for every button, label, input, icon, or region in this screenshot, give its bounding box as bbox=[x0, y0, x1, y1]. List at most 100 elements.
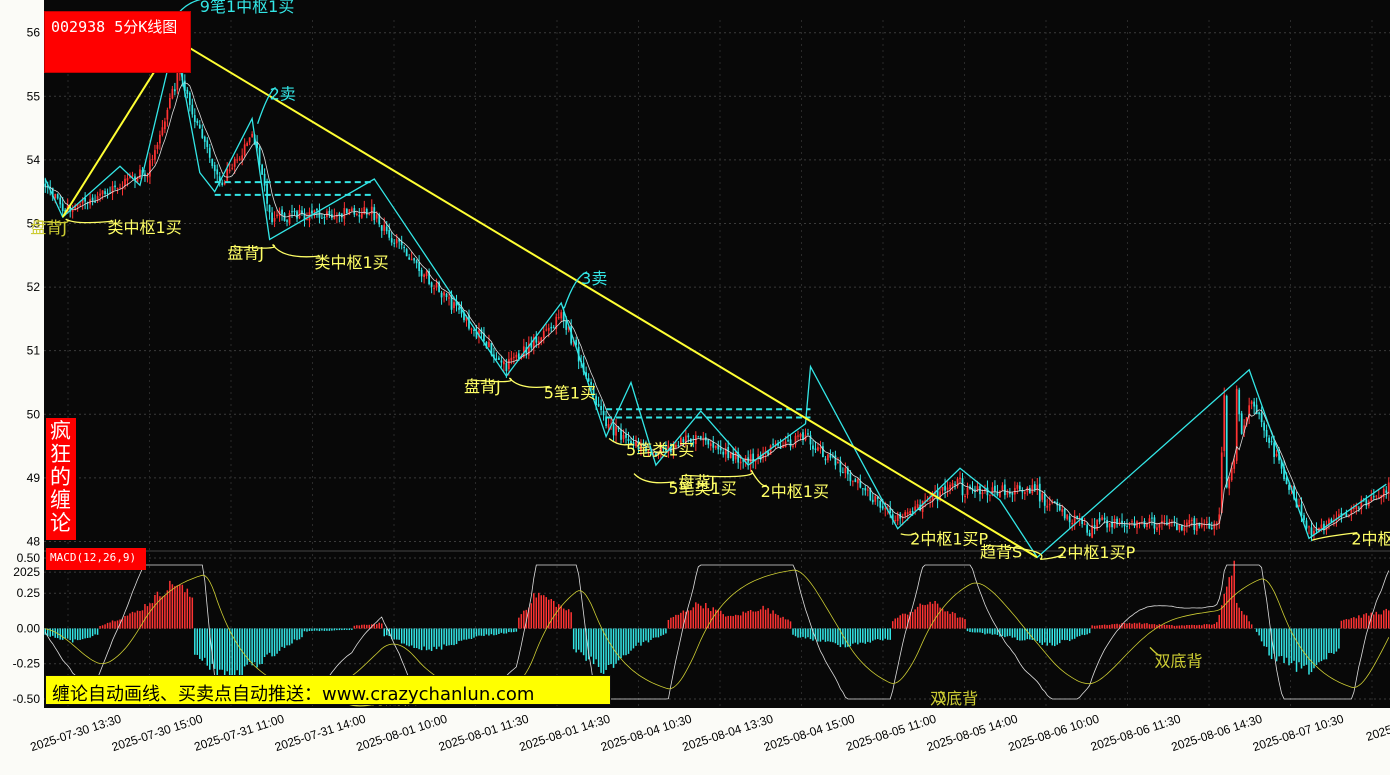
candle-body bbox=[106, 192, 109, 194]
candle-body bbox=[478, 330, 480, 338]
candle-body bbox=[966, 487, 969, 495]
candle-body bbox=[59, 197, 62, 205]
candle-body bbox=[1352, 507, 1355, 510]
candle-body bbox=[420, 269, 423, 277]
candle-body bbox=[1240, 413, 1243, 434]
candle-body bbox=[784, 441, 787, 448]
candle-body bbox=[662, 446, 665, 450]
candle-body bbox=[647, 450, 650, 452]
candle-body bbox=[1011, 492, 1014, 495]
candle-body bbox=[438, 282, 440, 292]
candle-body bbox=[71, 209, 74, 212]
candle-body bbox=[550, 326, 553, 329]
candle-body bbox=[904, 512, 907, 516]
candle-body bbox=[1138, 522, 1141, 524]
candle-body bbox=[562, 311, 565, 322]
candle-body bbox=[271, 212, 273, 223]
candle-body bbox=[959, 477, 961, 480]
candle-body bbox=[520, 357, 523, 359]
candle-body bbox=[1260, 413, 1263, 423]
candle-body bbox=[817, 447, 819, 451]
candle-body bbox=[699, 436, 702, 439]
candle-body bbox=[1350, 507, 1353, 515]
candle-body bbox=[445, 293, 448, 298]
candle-body bbox=[1136, 521, 1138, 528]
candle-body bbox=[1048, 503, 1051, 506]
annotation-arrow bbox=[1040, 554, 1064, 561]
candle-body bbox=[707, 439, 710, 445]
candle-body bbox=[866, 489, 869, 491]
candle-body bbox=[1233, 460, 1236, 469]
candle-body bbox=[1365, 499, 1368, 506]
candle-body bbox=[931, 495, 934, 501]
candle-body bbox=[493, 354, 495, 359]
promo-banner[interactable]: 缠论自动画线、买卖点自动推送：www.crazychanlun.com bbox=[45, 675, 611, 705]
annotation-label: 5笔类1买 bbox=[626, 441, 694, 460]
candle-body bbox=[1250, 401, 1253, 405]
candle-body bbox=[757, 454, 760, 459]
candle-body bbox=[473, 330, 475, 332]
candle-body bbox=[657, 453, 660, 456]
candle-body bbox=[126, 178, 129, 181]
candle-body bbox=[1051, 502, 1054, 504]
candle-body bbox=[540, 337, 543, 343]
candle-body bbox=[56, 194, 59, 199]
candle-body bbox=[1038, 483, 1041, 502]
candle-body bbox=[114, 185, 116, 188]
candle-body bbox=[383, 224, 386, 231]
candle-body bbox=[1023, 492, 1026, 494]
candle-body bbox=[727, 447, 730, 459]
candle-body bbox=[597, 403, 600, 407]
candle-body bbox=[605, 416, 607, 426]
candle-body bbox=[373, 207, 376, 221]
candle-body bbox=[505, 362, 508, 371]
candle-body bbox=[697, 436, 700, 438]
candle-body bbox=[889, 507, 892, 514]
candle-body bbox=[1370, 496, 1373, 502]
candle-body bbox=[911, 510, 914, 513]
candle-body bbox=[1101, 517, 1103, 520]
gridlines bbox=[44, 20, 1390, 706]
candle-body bbox=[906, 512, 909, 514]
candle-body bbox=[1275, 453, 1278, 457]
candle-body bbox=[842, 472, 844, 474]
candle-body bbox=[463, 312, 465, 321]
candle-body bbox=[794, 435, 797, 445]
candle-body bbox=[1126, 526, 1128, 528]
candle-body bbox=[1185, 522, 1188, 526]
candle-body bbox=[542, 330, 545, 339]
candle-body bbox=[844, 468, 847, 474]
annotation-arrow bbox=[633, 473, 675, 484]
candle-body bbox=[969, 486, 971, 490]
candle-body bbox=[1033, 484, 1036, 490]
candle-body bbox=[944, 485, 946, 491]
candle-body bbox=[256, 142, 258, 149]
candle-body bbox=[582, 362, 585, 373]
candle-body bbox=[684, 435, 687, 444]
candle-body bbox=[630, 440, 632, 444]
chart-title: 002938 5分K线图 bbox=[51, 18, 178, 36]
candle-body bbox=[819, 447, 822, 449]
candle-body bbox=[171, 88, 174, 99]
annotation-arrow bbox=[750, 469, 768, 487]
annotation-label: 类中枢1买 bbox=[314, 253, 388, 272]
candle-body bbox=[936, 490, 939, 501]
candle-body bbox=[535, 336, 538, 343]
candle-body bbox=[1190, 519, 1193, 521]
candle-body bbox=[854, 479, 857, 482]
annotation-label: 5笔1买 bbox=[544, 383, 596, 402]
candle-body bbox=[592, 385, 595, 395]
candle-body bbox=[926, 500, 929, 502]
candle-body bbox=[248, 137, 251, 143]
annotation-label: 双底背 bbox=[930, 689, 978, 708]
candle-body bbox=[1270, 441, 1273, 443]
candle-body bbox=[1215, 522, 1218, 524]
candle-body bbox=[1193, 518, 1196, 530]
candle-body bbox=[1345, 513, 1348, 517]
candle-body bbox=[1385, 490, 1388, 493]
candle-body bbox=[1372, 496, 1375, 498]
candle-body bbox=[989, 494, 991, 496]
candle-body bbox=[1248, 405, 1251, 418]
candle-body bbox=[782, 445, 784, 448]
annotation-label: 盘背J bbox=[227, 243, 264, 262]
